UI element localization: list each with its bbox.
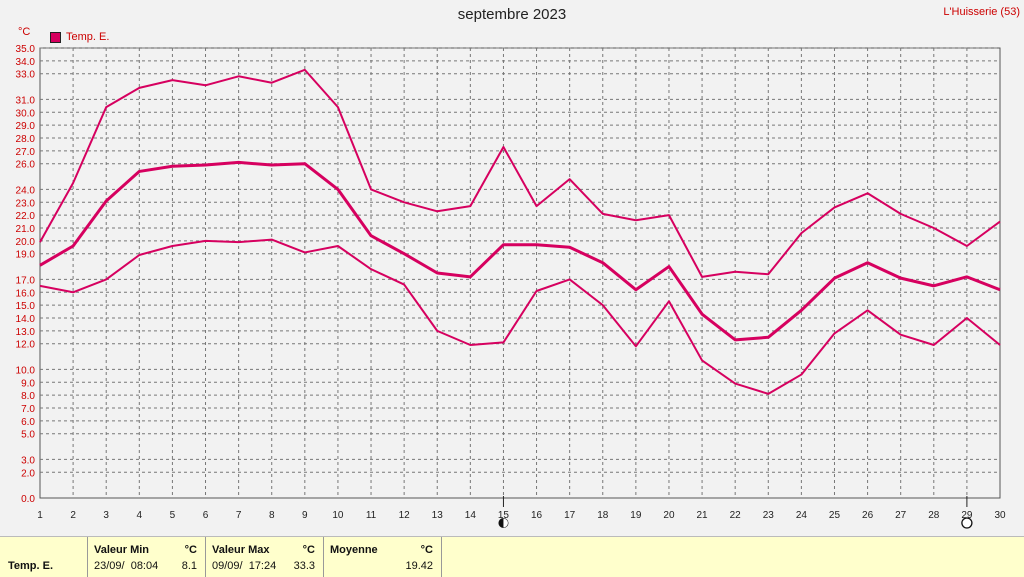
y-tick-label: 27.0 [16,147,36,158]
stats-min-value: 8.1 [181,560,197,572]
y-tick-label: 7.0 [21,404,35,415]
x-tick-label: 1 [37,510,43,521]
x-tick-label: 17 [564,510,576,521]
stats-max-cell: Valeur Max °C 09/09/ 17:24 33.3 [206,537,324,577]
stats-max-date: 09/09/ 17:24 [212,560,277,572]
new-moon-highlight [503,518,508,528]
y-tick-label: 0.0 [21,494,35,505]
y-tick-label: 21.0 [16,224,36,235]
y-tick-label: 10.0 [16,365,36,376]
y-tick-label: 24.0 [16,185,36,196]
x-tick-label: 14 [465,510,477,521]
x-tick-label: 19 [630,510,642,521]
stats-avg-unit: °C [420,544,433,556]
y-tick-label: 22.0 [16,211,36,222]
x-tick-label: 3 [103,510,109,521]
series-line-0 [39,68,1001,278]
x-tick-label: 23 [763,510,775,521]
series-line-2 [39,238,1001,395]
x-tick-label: 8 [269,510,275,521]
x-tick-label: 4 [137,510,143,521]
y-tick-label: 20.0 [16,237,36,248]
stats-table: Temp. E. Valeur Min °C 23/09/ 08:04 8.1 … [0,536,1024,577]
station-location: L'Huisserie (53) [943,6,1020,18]
x-tick-label: 10 [332,510,344,521]
stats-max-label: Valeur Max [212,544,270,556]
temperature-chart: 0.0 2.0 3.0 5.0 6.0 7.0 8.0 9.0 10.0 12.0 13.0 14.0… [16,44,1006,529]
y-tick-label: 19.0 [16,250,36,261]
y-tick-label: 16.0 [16,288,36,299]
y-tick-label: 30.0 [16,108,36,119]
y-tick-label: 34.0 [16,57,36,68]
full-moon-marker [961,517,973,529]
y-tick-label: 31.0 [16,95,36,106]
y-tick-label: 33.0 [16,70,36,81]
x-tick-label: 22 [730,510,742,521]
y-tick-label: 3.0 [21,455,35,466]
x-tick-label: 12 [399,510,411,521]
y-tick-label: 23.0 [16,198,36,209]
y-tick-label: 17.0 [16,275,36,286]
stats-min-cell: Valeur Min °C 23/09/ 08:04 8.1 [88,537,206,577]
x-tick-label: 11 [366,510,377,521]
stats-max-unit: °C [302,544,315,556]
stats-avg-label: Moyenne [330,544,378,556]
y-tick-label: 9.0 [21,378,35,389]
y-tick-label: 29.0 [16,121,36,132]
y-axis-unit: °C [18,26,31,38]
x-tick-label: 2 [70,510,76,521]
x-tick-label: 28 [928,510,940,521]
stats-min-label: Valeur Min [94,544,150,556]
stats-avg-value: 19.42 [405,560,433,572]
x-tick-label: 18 [597,510,609,521]
y-tick-label: 12.0 [16,340,36,351]
stats-min-unit: °C [184,544,197,556]
y-tick-label: 8.0 [21,391,35,402]
x-tick-label: 24 [796,510,808,521]
x-tick-label: 25 [829,510,841,521]
y-tick-label: 2.0 [21,468,35,479]
x-tick-label: 30 [994,510,1006,521]
x-tick-label: 15 [498,510,510,521]
x-tick-label: 13 [432,510,444,521]
y-tick-label: 14.0 [16,314,36,325]
plot-area [39,47,1001,499]
x-tick-label: 20 [663,510,675,521]
y-tick-label: 35.0 [16,44,36,55]
legend-swatch [50,31,61,43]
stats-series-cell: Temp. E. [0,537,88,577]
y-tick-label: 28.0 [16,134,36,145]
chart-legend[interactable]: Temp. E. [50,31,109,43]
x-tick-label: 21 [697,510,709,521]
chart-title: septembre 2023 [457,6,567,23]
x-tick-label: 26 [862,510,874,521]
x-tick-label: 27 [895,510,907,521]
series-line-1 [39,160,1001,342]
stats-min-date: 23/09/ 08:04 [94,560,159,572]
stats-series-label: Temp. E. [8,560,54,572]
x-tick-label: 16 [531,510,543,521]
legend-label: Temp. E. [66,31,110,43]
y-tick-label: 6.0 [21,417,35,428]
x-tick-label: 29 [961,510,973,521]
x-tick-label: 6 [203,510,209,521]
stats-avg-cell: Moyenne °C 19.42 [324,537,442,577]
x-tick-label: 9 [302,510,308,521]
x-tick-label: 7 [236,510,242,521]
x-tick-label: 5 [170,510,176,521]
stats-max-value: 33.3 [293,560,315,572]
y-tick-label: 5.0 [21,430,35,441]
y-tick-label: 15.0 [16,301,36,312]
y-tick-label: 26.0 [16,160,36,171]
y-tick-label: 13.0 [16,327,36,338]
